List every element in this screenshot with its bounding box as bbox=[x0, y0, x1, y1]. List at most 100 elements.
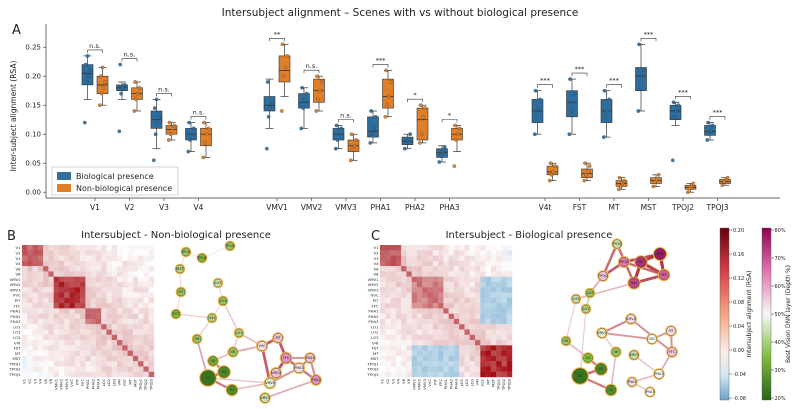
node-body bbox=[629, 350, 639, 360]
network-node-v4t: V4t bbox=[627, 276, 641, 290]
heatmap-cell bbox=[469, 271, 476, 277]
heatmap-cell bbox=[406, 355, 412, 362]
heatmap-cell bbox=[138, 350, 144, 357]
heatmap-cell bbox=[143, 308, 149, 314]
network-edge bbox=[601, 243, 619, 277]
heatmap-cell bbox=[32, 313, 39, 320]
data-point bbox=[587, 164, 592, 168]
heatmap-cell bbox=[406, 334, 412, 341]
data-point bbox=[725, 175, 730, 180]
heatmap-cell bbox=[464, 361, 470, 367]
heatmap-cell bbox=[448, 350, 455, 357]
heatmap-cell bbox=[496, 340, 502, 346]
heatmap-cell bbox=[143, 250, 149, 256]
significance-label: n.s. bbox=[306, 62, 318, 70]
node-body bbox=[257, 341, 267, 351]
data-point bbox=[655, 177, 659, 182]
heatmap-cell bbox=[64, 355, 70, 362]
heatmap-cell bbox=[448, 266, 455, 272]
heatmap-cell bbox=[90, 245, 97, 251]
heatmap-cell bbox=[475, 297, 481, 304]
heatmap-cell bbox=[64, 324, 70, 330]
heatmap-cell bbox=[459, 371, 465, 378]
heatmap-cell bbox=[138, 355, 144, 362]
node-body bbox=[666, 326, 676, 336]
data-point bbox=[301, 106, 305, 110]
heatmap-cell bbox=[90, 292, 97, 298]
heatmap-cell bbox=[432, 318, 439, 325]
heatmap-cell bbox=[22, 276, 28, 283]
node-label: VVC bbox=[648, 337, 656, 341]
heatmap-cell bbox=[127, 303, 134, 309]
heatmap-row-label: MT bbox=[373, 351, 379, 356]
heatmap-cell bbox=[132, 287, 139, 293]
heatmap-cell bbox=[416, 266, 423, 272]
heatmap-cell bbox=[90, 303, 97, 309]
heatmap-col-label: PHA1 bbox=[85, 378, 90, 389]
network-edge bbox=[579, 308, 587, 377]
heatmap-cell bbox=[390, 281, 397, 288]
heatmap-cell bbox=[148, 281, 155, 288]
heatmap-cell bbox=[27, 361, 33, 367]
heatmap-cell bbox=[395, 297, 402, 304]
heatmap-cell bbox=[43, 292, 49, 298]
heatmap-cell bbox=[496, 345, 502, 351]
heatmap-cell bbox=[117, 350, 123, 357]
heatmap-cell bbox=[106, 260, 112, 267]
data-point bbox=[720, 183, 725, 188]
heatmap-cell bbox=[148, 287, 155, 293]
heatmap-cell bbox=[485, 329, 492, 335]
heatmap-cell bbox=[58, 313, 65, 320]
heatmap-cell bbox=[448, 281, 455, 288]
heatmap-cell bbox=[475, 334, 481, 341]
heatmap-cell bbox=[74, 340, 81, 346]
heatmap-cell bbox=[74, 303, 81, 309]
heatmap-cell bbox=[406, 371, 412, 378]
heatmap-cell bbox=[74, 260, 81, 267]
heatmap-cell bbox=[459, 266, 465, 272]
heatmap-cell bbox=[401, 245, 407, 251]
heatmap-cell bbox=[37, 313, 44, 320]
heatmap-cell bbox=[90, 250, 97, 256]
heatmap-cell bbox=[48, 340, 54, 346]
heatmap-cell bbox=[385, 260, 391, 267]
heatmap-cell bbox=[53, 271, 60, 277]
heatmap-cell bbox=[490, 318, 497, 325]
heatmap-cell bbox=[380, 266, 386, 272]
heatmap-cell bbox=[101, 340, 107, 346]
node-label: TPOJ1 bbox=[618, 260, 629, 264]
heatmap-cell bbox=[43, 266, 49, 272]
heatmap-cell bbox=[416, 329, 423, 335]
heatmap-cell bbox=[395, 324, 402, 330]
heatmap-row-label: V2 bbox=[15, 251, 21, 256]
network-node-pit: PIT bbox=[272, 332, 284, 344]
heatmap-cell bbox=[464, 287, 470, 293]
y-tick-label: 0.10 bbox=[25, 131, 41, 139]
node-body bbox=[572, 368, 588, 384]
heatmap-cell bbox=[385, 297, 391, 304]
heatmap-cell bbox=[401, 350, 407, 357]
significance-bracket bbox=[441, 119, 458, 123]
heatmap-cell bbox=[380, 276, 386, 283]
heatmap-cell bbox=[122, 313, 128, 320]
heatmap-cell bbox=[432, 334, 439, 341]
network-node-lo2: LO2 bbox=[584, 287, 596, 299]
heatmap-cell bbox=[85, 276, 91, 283]
heatmap-cell bbox=[501, 276, 507, 283]
heatmap-cell bbox=[90, 334, 97, 341]
heatmap-cell bbox=[380, 324, 386, 330]
data-point bbox=[586, 170, 590, 174]
data-point bbox=[454, 138, 458, 142]
heatmap-row-label: PHA3 bbox=[368, 319, 379, 324]
heatmap-cell bbox=[453, 324, 460, 330]
heatmap-cell bbox=[106, 334, 112, 341]
heatmap-cell bbox=[69, 313, 75, 320]
x-tick-label: VMV2 bbox=[301, 203, 323, 212]
heatmap-cell bbox=[443, 308, 449, 314]
heatmap-cell bbox=[27, 297, 33, 304]
y-tick-label: 0.15 bbox=[25, 102, 41, 110]
heatmap-cell bbox=[427, 271, 433, 277]
data-point bbox=[457, 126, 462, 131]
heatmap-cell bbox=[53, 318, 60, 325]
heatmap-cell bbox=[464, 355, 470, 362]
